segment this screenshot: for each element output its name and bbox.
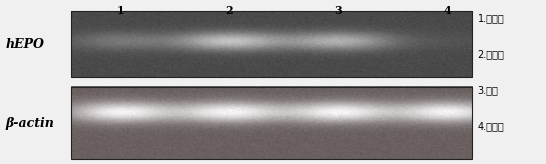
Text: 2: 2 <box>225 5 233 16</box>
Text: β-actin: β-actin <box>5 116 55 130</box>
Text: 2.　신장: 2. 신장 <box>478 49 505 59</box>
Text: hEPO: hEPO <box>5 38 44 51</box>
Text: 3.　폐: 3. 폐 <box>478 85 498 95</box>
Bar <box>71 11 472 77</box>
Text: 1.　유선: 1. 유선 <box>478 13 505 23</box>
Text: 4.　비장: 4. 비장 <box>478 121 505 131</box>
Text: 1: 1 <box>116 5 124 16</box>
Bar <box>71 87 472 159</box>
Text: 4: 4 <box>444 5 452 16</box>
Text: 3: 3 <box>335 5 342 16</box>
